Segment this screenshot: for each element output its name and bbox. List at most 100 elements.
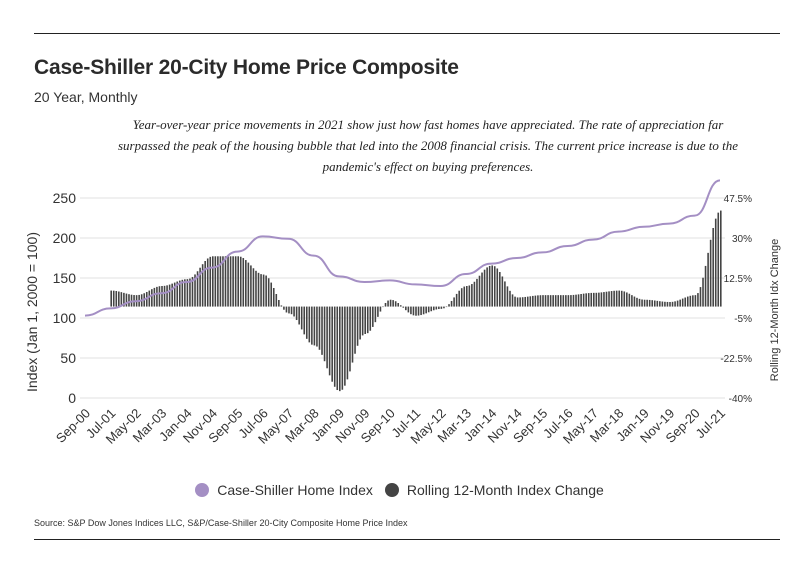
change-bar xyxy=(163,285,166,307)
y-axis-right: 47.5% 30% 12.5% -5% -22.5% -40% xyxy=(720,194,752,405)
change-bar xyxy=(542,295,544,307)
legend-swatch-dark xyxy=(384,483,399,497)
change-bar xyxy=(283,306,285,310)
change-bar xyxy=(623,291,626,307)
change-bar xyxy=(405,306,407,311)
change-bar xyxy=(328,306,331,376)
change-bar xyxy=(239,256,242,307)
change-bar xyxy=(387,300,389,307)
change-bar xyxy=(361,306,364,336)
change-bar xyxy=(308,306,311,343)
change-bar xyxy=(425,306,427,314)
change-bar xyxy=(275,294,278,307)
change-bar xyxy=(631,295,633,307)
change-bar xyxy=(227,256,229,307)
change-bar xyxy=(412,306,415,316)
change-bar xyxy=(676,300,679,307)
change-bar xyxy=(290,306,293,315)
change-bar xyxy=(552,295,554,307)
change-bar xyxy=(333,306,336,387)
change-bar xyxy=(567,295,570,307)
change-bar xyxy=(156,286,158,307)
change-bar xyxy=(669,302,671,307)
change-bar xyxy=(245,260,247,307)
change-bar xyxy=(707,252,709,307)
change-bar xyxy=(394,301,397,307)
change-bar xyxy=(681,298,684,307)
change-bar xyxy=(580,294,582,307)
change-bar xyxy=(115,291,118,307)
chart-subtitle: 20 Year, Monthly xyxy=(34,89,138,105)
change-bar xyxy=(267,278,270,307)
change-bar xyxy=(704,265,707,307)
change-bar xyxy=(178,280,181,307)
y-tick-label: 150 xyxy=(53,270,77,286)
change-bar xyxy=(392,300,394,307)
change-bar xyxy=(587,293,590,307)
change-bar xyxy=(168,284,171,307)
legend-item-change: Rolling 12-Month Index Change xyxy=(384,482,604,498)
y2-tick-label: 12.5% xyxy=(724,274,752,285)
change-bar xyxy=(255,270,257,307)
change-bar xyxy=(478,275,481,307)
change-bar xyxy=(638,298,641,307)
change-bar xyxy=(384,302,387,307)
change-bar xyxy=(468,285,471,307)
change-bar xyxy=(458,290,460,307)
change-bar xyxy=(341,306,344,390)
change-bar xyxy=(519,297,521,307)
change-bar xyxy=(313,306,316,346)
change-bar xyxy=(420,306,422,316)
change-bar xyxy=(610,291,613,307)
change-bar xyxy=(504,281,506,307)
change-bar xyxy=(298,306,300,325)
change-bar xyxy=(709,239,712,307)
change-bar xyxy=(214,256,217,307)
change-bar xyxy=(493,266,496,307)
change-bar xyxy=(181,279,184,307)
change-bar xyxy=(603,292,605,307)
change-bar xyxy=(318,306,321,350)
change-bar xyxy=(648,299,651,307)
legend: Case-Shiller Home Index Rolling 12-Month… xyxy=(0,482,799,498)
y2-tick-label: -40% xyxy=(729,394,752,405)
change-bar xyxy=(613,290,615,307)
change-bar xyxy=(110,290,112,307)
change-bar xyxy=(684,297,687,307)
change-bar xyxy=(570,295,572,307)
index-line xyxy=(84,179,721,317)
change-bar xyxy=(651,300,654,307)
change-bar xyxy=(293,306,295,317)
change-bar xyxy=(537,295,539,307)
change-bar xyxy=(148,290,151,307)
change-bar xyxy=(460,288,463,307)
change-bar xyxy=(686,296,689,307)
change-bar xyxy=(260,274,262,307)
change-bar xyxy=(659,301,661,307)
change-bar xyxy=(351,306,354,363)
change-bar xyxy=(572,294,575,307)
change-bar xyxy=(295,306,298,321)
change-bar xyxy=(608,291,610,307)
change-bar xyxy=(204,260,206,307)
y-tick-label: 50 xyxy=(60,350,76,366)
change-bar xyxy=(432,306,435,311)
change-bar xyxy=(559,295,562,307)
legend-item-index: Case-Shiller Home Index xyxy=(195,482,373,498)
change-bar xyxy=(664,301,666,307)
change-bar xyxy=(516,297,519,307)
change-bar xyxy=(229,256,232,307)
change-bar xyxy=(514,296,516,307)
change-bar xyxy=(671,301,674,307)
change-bar xyxy=(438,306,440,310)
change-bar xyxy=(626,292,628,307)
change-bar xyxy=(534,295,537,307)
change-bar xyxy=(316,306,318,347)
change-bar xyxy=(217,256,219,307)
change-bar xyxy=(288,306,290,314)
change-bar xyxy=(242,258,245,307)
change-bar xyxy=(689,295,692,307)
change-bar xyxy=(257,272,260,307)
change-bar xyxy=(499,272,501,307)
